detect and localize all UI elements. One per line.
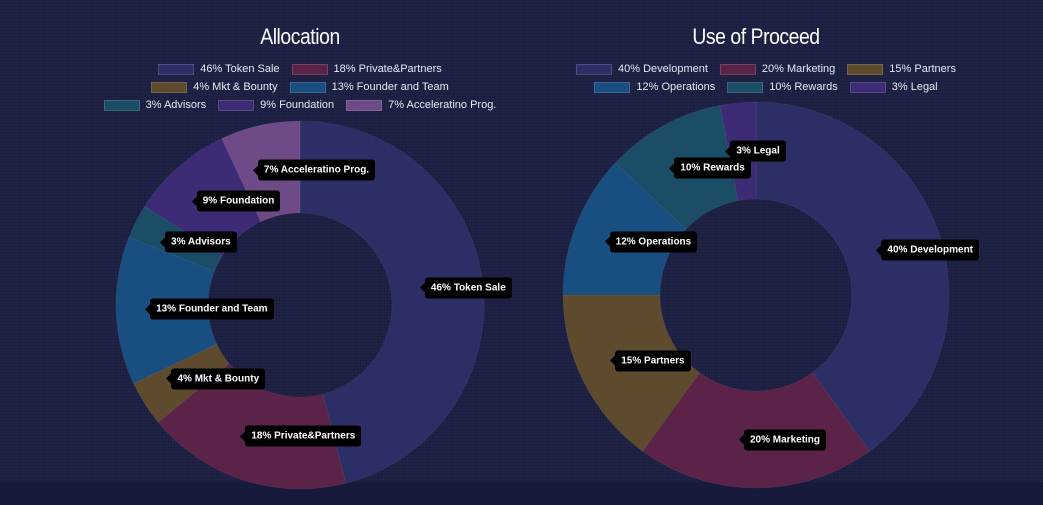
legend-swatch <box>151 81 188 93</box>
legend-swatch <box>289 81 326 93</box>
legend-label: 13% Founder and Team <box>331 81 449 93</box>
legend-item[interactable]: 13% Founder and Team <box>289 81 449 93</box>
chart-title: Use of Proceed <box>692 24 820 49</box>
slice-label: 46% Token Sale <box>419 277 512 299</box>
slice-label: 7% Acceleratino Prog. <box>252 159 376 181</box>
legend-label: 3% Advisors <box>145 99 207 111</box>
legend-item[interactable]: 46% Token Sale <box>158 63 280 75</box>
legend-label: 40% Development <box>618 63 708 75</box>
legend-item[interactable]: 15% Partners <box>847 63 956 75</box>
legend-swatch <box>346 99 383 111</box>
slice-label: 13% Founder and Team <box>145 298 274 320</box>
legend-swatch <box>218 99 255 111</box>
chart-title: Allocation <box>260 24 340 49</box>
legend-label: 10% Rewards <box>769 81 838 93</box>
slice-label: 40% Development <box>876 239 980 261</box>
slice-label: 15% Partners <box>610 350 691 372</box>
slice-label: 20% Marketing <box>738 429 827 450</box>
legend-label: 4% Mkt & Bounty <box>193 81 278 93</box>
legend-swatch <box>291 63 328 75</box>
legend-swatch <box>849 81 886 93</box>
legend-item[interactable]: 7% Acceleratino Prog. <box>346 99 496 111</box>
footer-band <box>0 482 1043 505</box>
legend-label: 20% Marketing <box>761 63 836 75</box>
slice-label: 12% Operations <box>604 231 698 253</box>
legend-label: 9% Foundation <box>260 99 335 111</box>
legend-swatch <box>158 63 195 75</box>
legend-label: 12% Operations <box>636 81 716 93</box>
legend-item[interactable]: 20% Marketing <box>719 63 836 75</box>
legend-item[interactable]: 40% Development <box>576 63 708 75</box>
slice-40-development[interactable] <box>755 101 950 452</box>
legend-label: 46% Token Sale <box>200 63 280 75</box>
legend-item[interactable]: 10% Rewards <box>727 81 838 93</box>
slice-label: 3% Legal <box>725 140 786 162</box>
slice-label: 10% Rewards <box>669 157 751 179</box>
slice-label: 3% Advisors <box>160 231 237 253</box>
legend-label: 7% Acceleratino Prog. <box>388 99 497 111</box>
legend-item[interactable]: 12% Operations <box>594 81 715 93</box>
slice-12-operations[interactable] <box>562 162 687 296</box>
chart-legend: 40% Development 20% Marketing 15% Partners… <box>556 63 976 93</box>
legend-swatch <box>719 63 756 75</box>
legend-item[interactable]: 3% Advisors <box>103 99 207 111</box>
legend-swatch <box>576 63 613 75</box>
legend-item[interactable]: 18% Private&Partners <box>291 63 442 75</box>
legend-item[interactable]: 4% Mkt & Bounty <box>151 81 278 93</box>
legend-label: 15% Partners <box>889 63 956 75</box>
slice-label: 9% Foundation <box>191 190 281 212</box>
legend-swatch <box>594 81 631 93</box>
legend-item[interactable]: 3% Legal <box>849 81 938 93</box>
legend-swatch <box>727 81 764 93</box>
slice-label: 18% Private&Partners <box>240 425 362 447</box>
legend-label: 18% Private&Partners <box>333 63 442 75</box>
legend-swatch <box>847 63 884 75</box>
slice-46-token-sale[interactable] <box>299 120 485 484</box>
chart-legend: 46% Token Sale 18% Private&Partners 4% Mkt… <box>90 63 510 111</box>
legend-label: 3% Legal <box>891 81 938 93</box>
slice-label: 4% Mkt & Bounty <box>166 368 266 390</box>
legend-item[interactable]: 9% Foundation <box>218 99 334 111</box>
legend-swatch <box>103 99 140 111</box>
